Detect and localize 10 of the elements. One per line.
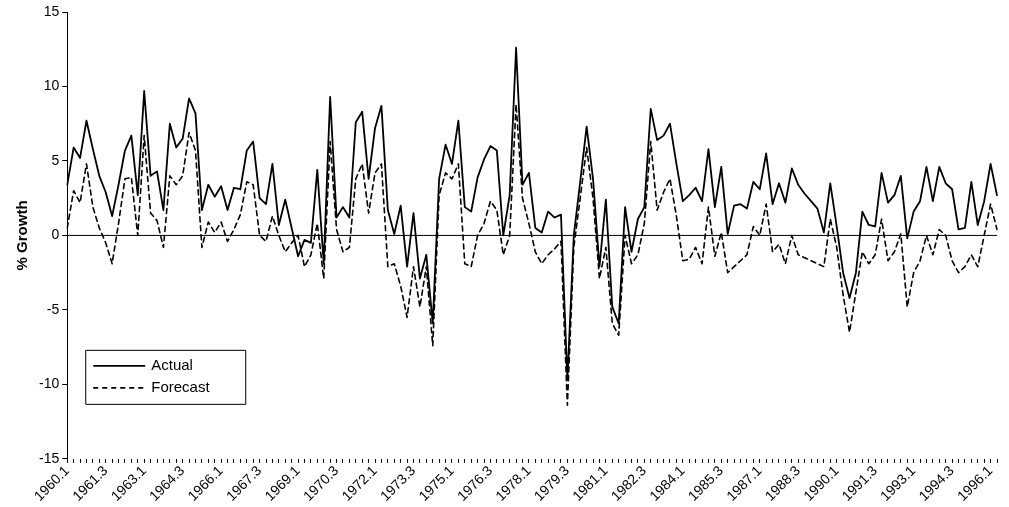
y-tick-label: -10 (39, 375, 60, 392)
y-tick-label: 5 (51, 151, 60, 168)
y-tick-label: 15 (43, 2, 60, 19)
y-tick-label: -5 (46, 300, 60, 317)
y-tick-label: -15 (39, 449, 60, 466)
y-axis-title: % Growth (13, 200, 31, 271)
y-tick-label: 10 (43, 77, 60, 94)
y-tick-label: 0 (51, 226, 60, 243)
legend-label: Forecast (151, 377, 211, 395)
legend-label: Actual (151, 355, 193, 373)
